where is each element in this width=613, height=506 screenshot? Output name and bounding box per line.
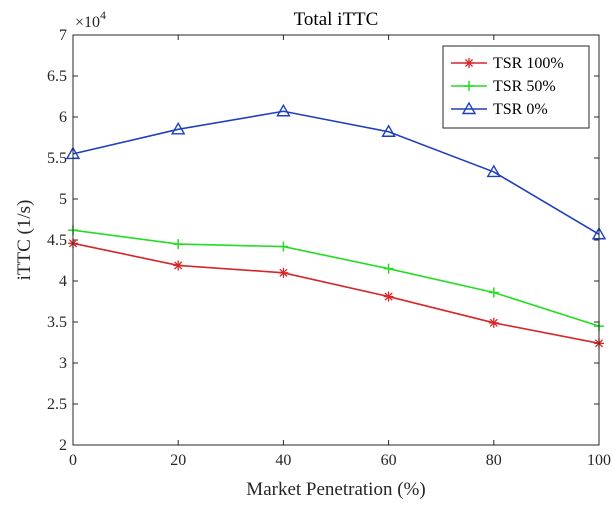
chart-title: Total iTTC: [294, 9, 379, 30]
x-tick-label: 0: [69, 452, 77, 469]
x-tick-label: 20: [170, 452, 186, 469]
data-point: [170, 121, 186, 135]
legend-label: TSR 0%: [493, 101, 548, 118]
x-tick-label: 60: [381, 452, 397, 469]
data-point: [276, 103, 291, 117]
y-tick-label: 4: [59, 273, 67, 290]
y-tick-label: 4.5: [47, 232, 67, 249]
legend-marker: [461, 101, 477, 115]
legend-marker: [464, 58, 474, 68]
y-axis-ticks: 2 2.5 3 3.5 4 4.5 5 5.5 6 6.5 7: [47, 27, 599, 454]
legend-marker: [464, 81, 474, 91]
data-point: [278, 267, 289, 278]
y-tick-label: 3: [59, 355, 67, 372]
legend: TSR 100% TSR 50% TSR 0%: [442, 45, 590, 129]
y-tick-label: 2.5: [47, 396, 67, 413]
y-tick-label: 5.5: [47, 150, 67, 167]
data-point: [488, 287, 499, 298]
data-point: [381, 124, 396, 137]
y-tick-label: 7: [59, 27, 67, 44]
data-point: [383, 263, 394, 274]
legend-label: TSR 50%: [493, 78, 556, 95]
legend-item: TSR 0%: [451, 101, 548, 118]
legend-item: TSR 50%: [451, 78, 556, 95]
series-line: [72, 229, 600, 327]
series-1: [68, 238, 604, 349]
data-point: [173, 239, 184, 250]
series-layer: [65, 103, 607, 349]
x-tick-label: 100: [587, 452, 611, 469]
series-line: [72, 242, 600, 345]
y-axis-label: iTTC (1/s): [14, 200, 35, 281]
legend-label: TSR 100%: [493, 55, 564, 72]
x-tick-label: 40: [275, 452, 291, 469]
plot-frame: [72, 34, 600, 446]
series-line: [72, 110, 600, 235]
data-point: [173, 260, 184, 271]
x-axis-label: Market Penetration (%): [246, 479, 425, 500]
legend-box: [442, 45, 590, 129]
y-tick-label: 2: [59, 437, 67, 454]
legend-item: TSR 100%: [451, 55, 564, 72]
y-axis-multiplier-base: ×10: [75, 14, 100, 31]
y-tick-label: 6.5: [47, 68, 67, 85]
y-axis-multiplier: ×104: [75, 8, 106, 31]
y-tick-label: 3.5: [47, 314, 67, 331]
y-tick-label: 6: [59, 109, 67, 126]
data-point: [486, 164, 502, 178]
y-tick-label: 5: [59, 191, 67, 208]
y-axis-multiplier-exponent: 4: [100, 8, 106, 22]
x-axis-ticks: 0 20 40 60 80 100: [69, 35, 611, 469]
data-point: [488, 317, 499, 328]
data-point: [383, 291, 394, 302]
data-point: [278, 241, 289, 252]
x-tick-label: 80: [486, 452, 502, 469]
